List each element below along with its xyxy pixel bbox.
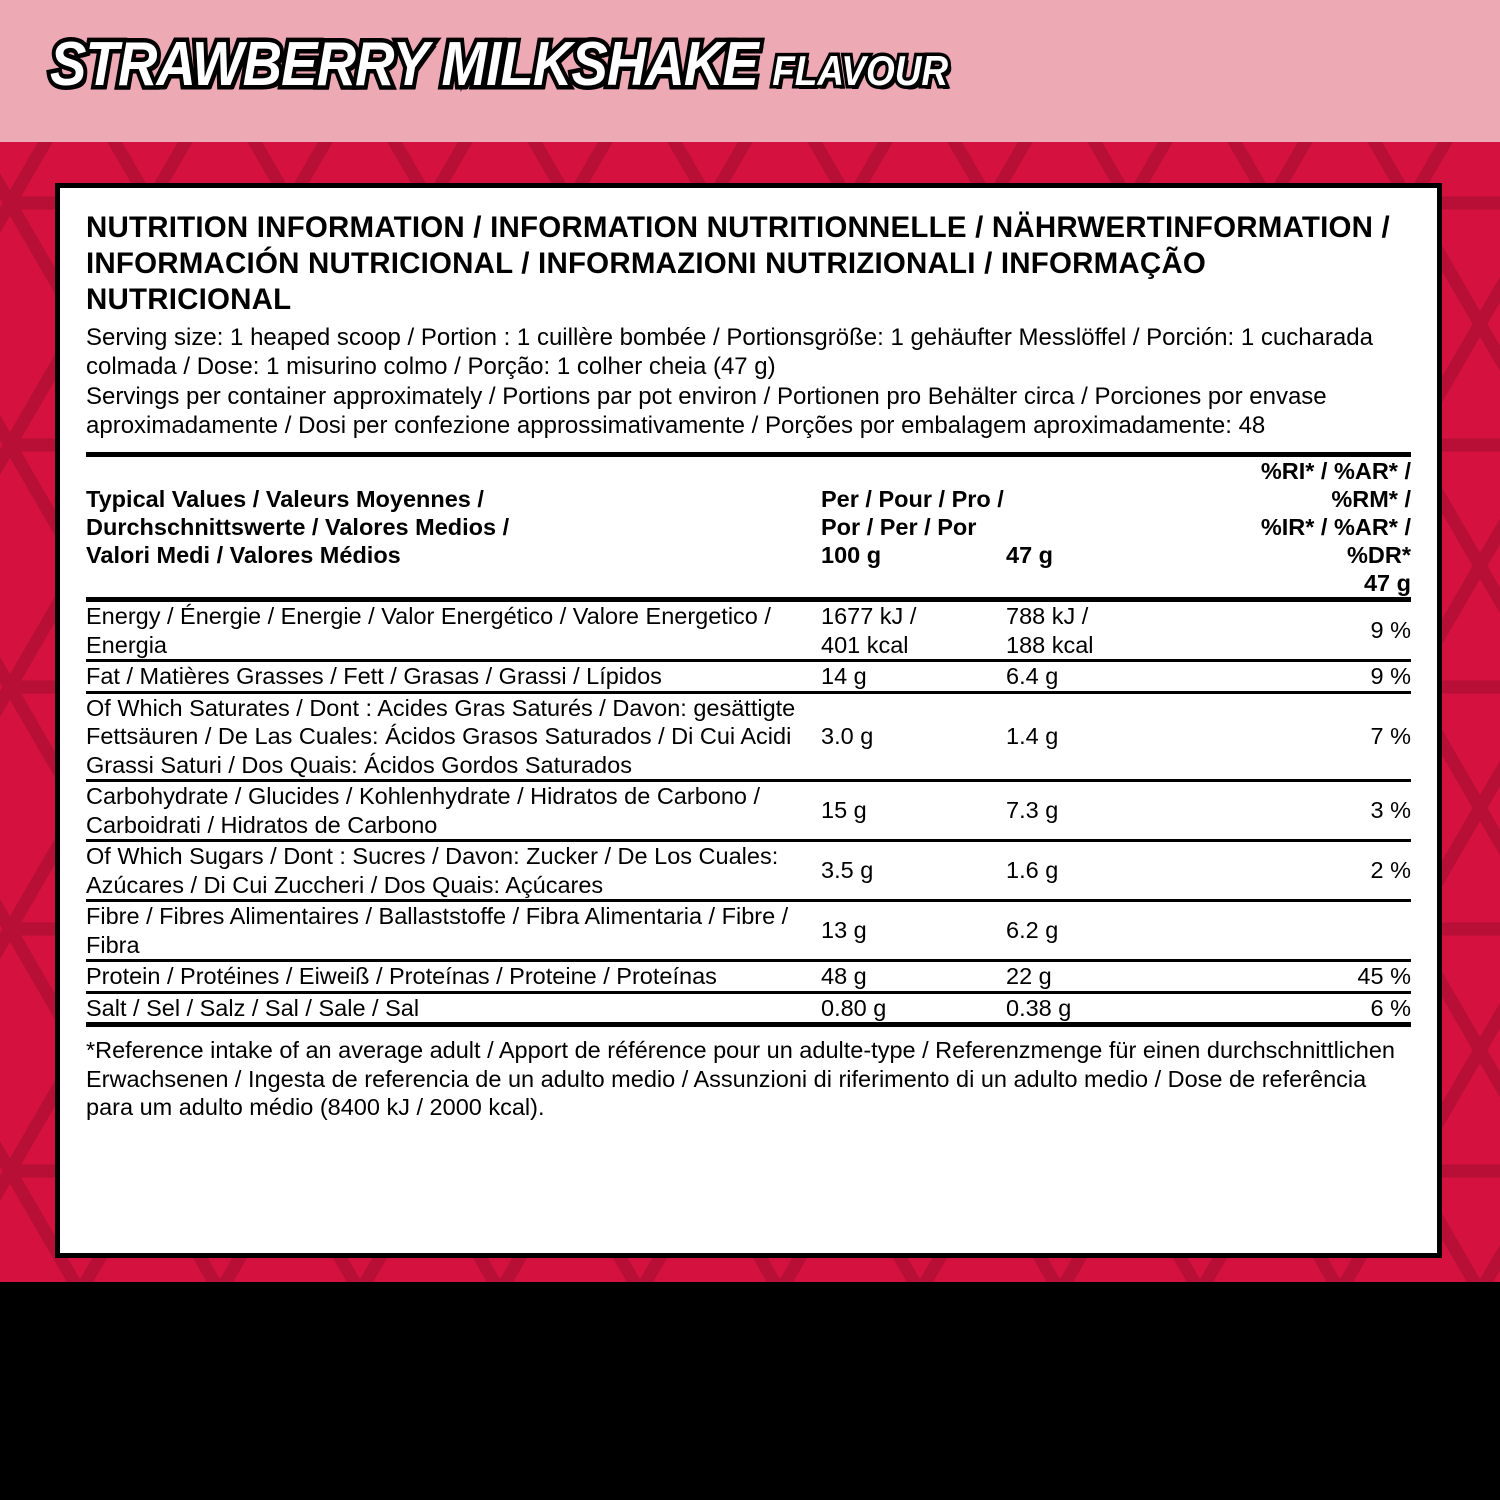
row-value-ri — [1201, 899, 1411, 961]
row-value-per-100g: 13 g — [821, 899, 1006, 961]
table-row: Carbohydrate / Glucides / Kohlenhydrate … — [86, 779, 1411, 841]
nutrition-table-body: Energy / Énergie / Energie / Valor Energ… — [86, 597, 1411, 1022]
table-row: Protein / Protéines / Eiweiß / Proteínas… — [86, 959, 1411, 992]
row-value-100g-line2: 401 kcal — [821, 631, 909, 658]
row-value-per-47g: 0.38 g — [1006, 990, 1201, 1022]
nutrition-table-head: Typical Values / Valeurs Moyennes / Durc… — [86, 452, 1411, 600]
header-name-line2: Durchschnittswerte / Valores Medios / — [86, 514, 510, 540]
table-row: Fat / Matières Grasses / Fett / Grasas /… — [86, 659, 1411, 692]
row-value-ri: 2 % — [1201, 839, 1411, 901]
nutrition-heading: NUTRITION INFORMATION / INFORMATION NUTR… — [86, 211, 1390, 316]
flavour-title: STRAWBERRY MILKSHAKE FLAVOUR — [46, 29, 951, 102]
table-row: Energy / Énergie / Energie / Valor Energ… — [86, 597, 1411, 661]
row-value-ri: 9 % — [1201, 597, 1411, 661]
row-value-ri: 45 % — [1201, 959, 1411, 992]
nutrition-table: Typical Values / Valeurs Moyennes / Durc… — [86, 452, 1411, 1022]
serving-size-text: Serving size: 1 heaped scoop / Portion :… — [86, 324, 1373, 380]
row-value-per-47g: 6.2 g — [1006, 899, 1201, 961]
row-value-47g-line1: 788 kJ / — [1006, 603, 1089, 629]
row-value-ri: 6 % — [1201, 990, 1411, 1022]
flavour-word-text: FLAVOUR — [769, 44, 951, 98]
header-per-line2: Por / Per / Por — [821, 514, 977, 540]
row-nutrient-name: Energy / Énergie / Energie / Valor Energ… — [86, 597, 821, 661]
header-ri-line2: %IR* / %AR* / %DR* — [1260, 514, 1411, 568]
reference-intake-footnote: *Reference intake of an average adult / … — [86, 1037, 1395, 1120]
servings-per-container-text: Servings per container approximately / P… — [86, 383, 1327, 439]
table-row: Salt / Sel / Salz / Sal / Sale / Sal 0.8… — [86, 990, 1411, 1022]
row-nutrient-name: Carbohydrate / Glucides / Kohlenhydrate … — [86, 779, 821, 841]
row-value-per-100g: 15 g — [821, 779, 1006, 841]
nutrition-card: NUTRITION INFORMATION / INFORMATION NUTR… — [55, 183, 1442, 1258]
row-nutrient-name: Fibre / Fibres Alimentaires / Ballaststo… — [86, 899, 821, 961]
row-nutrient-name: Of Which Sugars / Dont : Sucres / Davon:… — [86, 839, 821, 901]
row-value-ri: 9 % — [1201, 659, 1411, 692]
row-value-ri: 7 % — [1201, 690, 1411, 781]
flavour-banner: STRAWBERRY MILKSHAKE FLAVOUR — [0, 0, 1500, 142]
row-value-per-47g: 1.6 g — [1006, 839, 1201, 901]
header-ri-line1: %RI* / %AR* / %RM* / — [1260, 458, 1411, 512]
row-value-per-100g: 0.80 g — [821, 990, 1006, 1022]
row-nutrient-name: Salt / Sel / Salz / Sal / Sale / Sal — [86, 990, 821, 1022]
header-ri-unit: 47 g — [1363, 570, 1411, 596]
row-value-per-47g: 1.4 g — [1006, 690, 1201, 781]
row-value-per-47g: 6.4 g — [1006, 659, 1201, 692]
row-value-per-100g: 3.5 g — [821, 839, 1006, 901]
header-name-line3: Valori Medi / Valores Médios — [86, 542, 401, 568]
row-value-per-47g: 788 kJ / 188 kcal — [1006, 597, 1201, 661]
table-row: Of Which Sugars / Dont : Sucres / Davon:… — [86, 839, 1411, 901]
header-reference-intake: %RI* / %AR* / %RM* / %IR* / %AR* / %DR* … — [1201, 452, 1411, 600]
row-value-ri: 3 % — [1201, 779, 1411, 841]
header-unit-100g: 100 g — [821, 542, 882, 568]
row-nutrient-name: Protein / Protéines / Eiweiß / Proteínas… — [86, 959, 821, 992]
flavour-name-text: STRAWBERRY MILKSHAKE — [46, 29, 763, 100]
table-row: Of Which Saturates / Dont : Acides Gras … — [86, 690, 1411, 781]
footnote-section: *Reference intake of an average adult / … — [86, 1022, 1411, 1122]
header-typical-values: Typical Values / Valeurs Moyennes / Durc… — [86, 452, 821, 600]
header-per-line1: Per / Pour / Pro / — [821, 486, 1004, 512]
row-nutrient-name: Fat / Matières Grasses / Fett / Grasas /… — [86, 659, 821, 692]
row-value-per-100g: 48 g — [821, 959, 1006, 992]
header-unit-47g: 47 g — [1006, 542, 1054, 568]
row-value-per-47g: 22 g — [1006, 959, 1201, 992]
row-nutrient-name: Of Which Saturates / Dont : Acides Gras … — [86, 690, 821, 781]
row-value-per-100g: 3.0 g — [821, 690, 1006, 781]
row-value-100g-line1: 1677 kJ / — [821, 603, 917, 629]
row-value-per-100g: 14 g — [821, 659, 1006, 692]
row-value-per-100g: 1677 kJ / 401 kcal — [821, 597, 1006, 661]
row-value-47g-line2: 188 kcal — [1006, 631, 1094, 658]
row-value-per-47g: 7.3 g — [1006, 779, 1201, 841]
header-per-100g: Per / Pour / Pro / Por / Per / Por 100 g — [821, 452, 1006, 600]
header-per-47g: 47 g — [1006, 452, 1201, 600]
serving-info-block: Serving size: 1 heaped scoop / Portion :… — [86, 323, 1411, 440]
table-header-row: Typical Values / Valeurs Moyennes / Durc… — [86, 452, 1411, 600]
header-name-line1: Typical Values / Valeurs Moyennes / — [86, 486, 484, 512]
table-row: Fibre / Fibres Alimentaires / Ballaststo… — [86, 899, 1411, 961]
